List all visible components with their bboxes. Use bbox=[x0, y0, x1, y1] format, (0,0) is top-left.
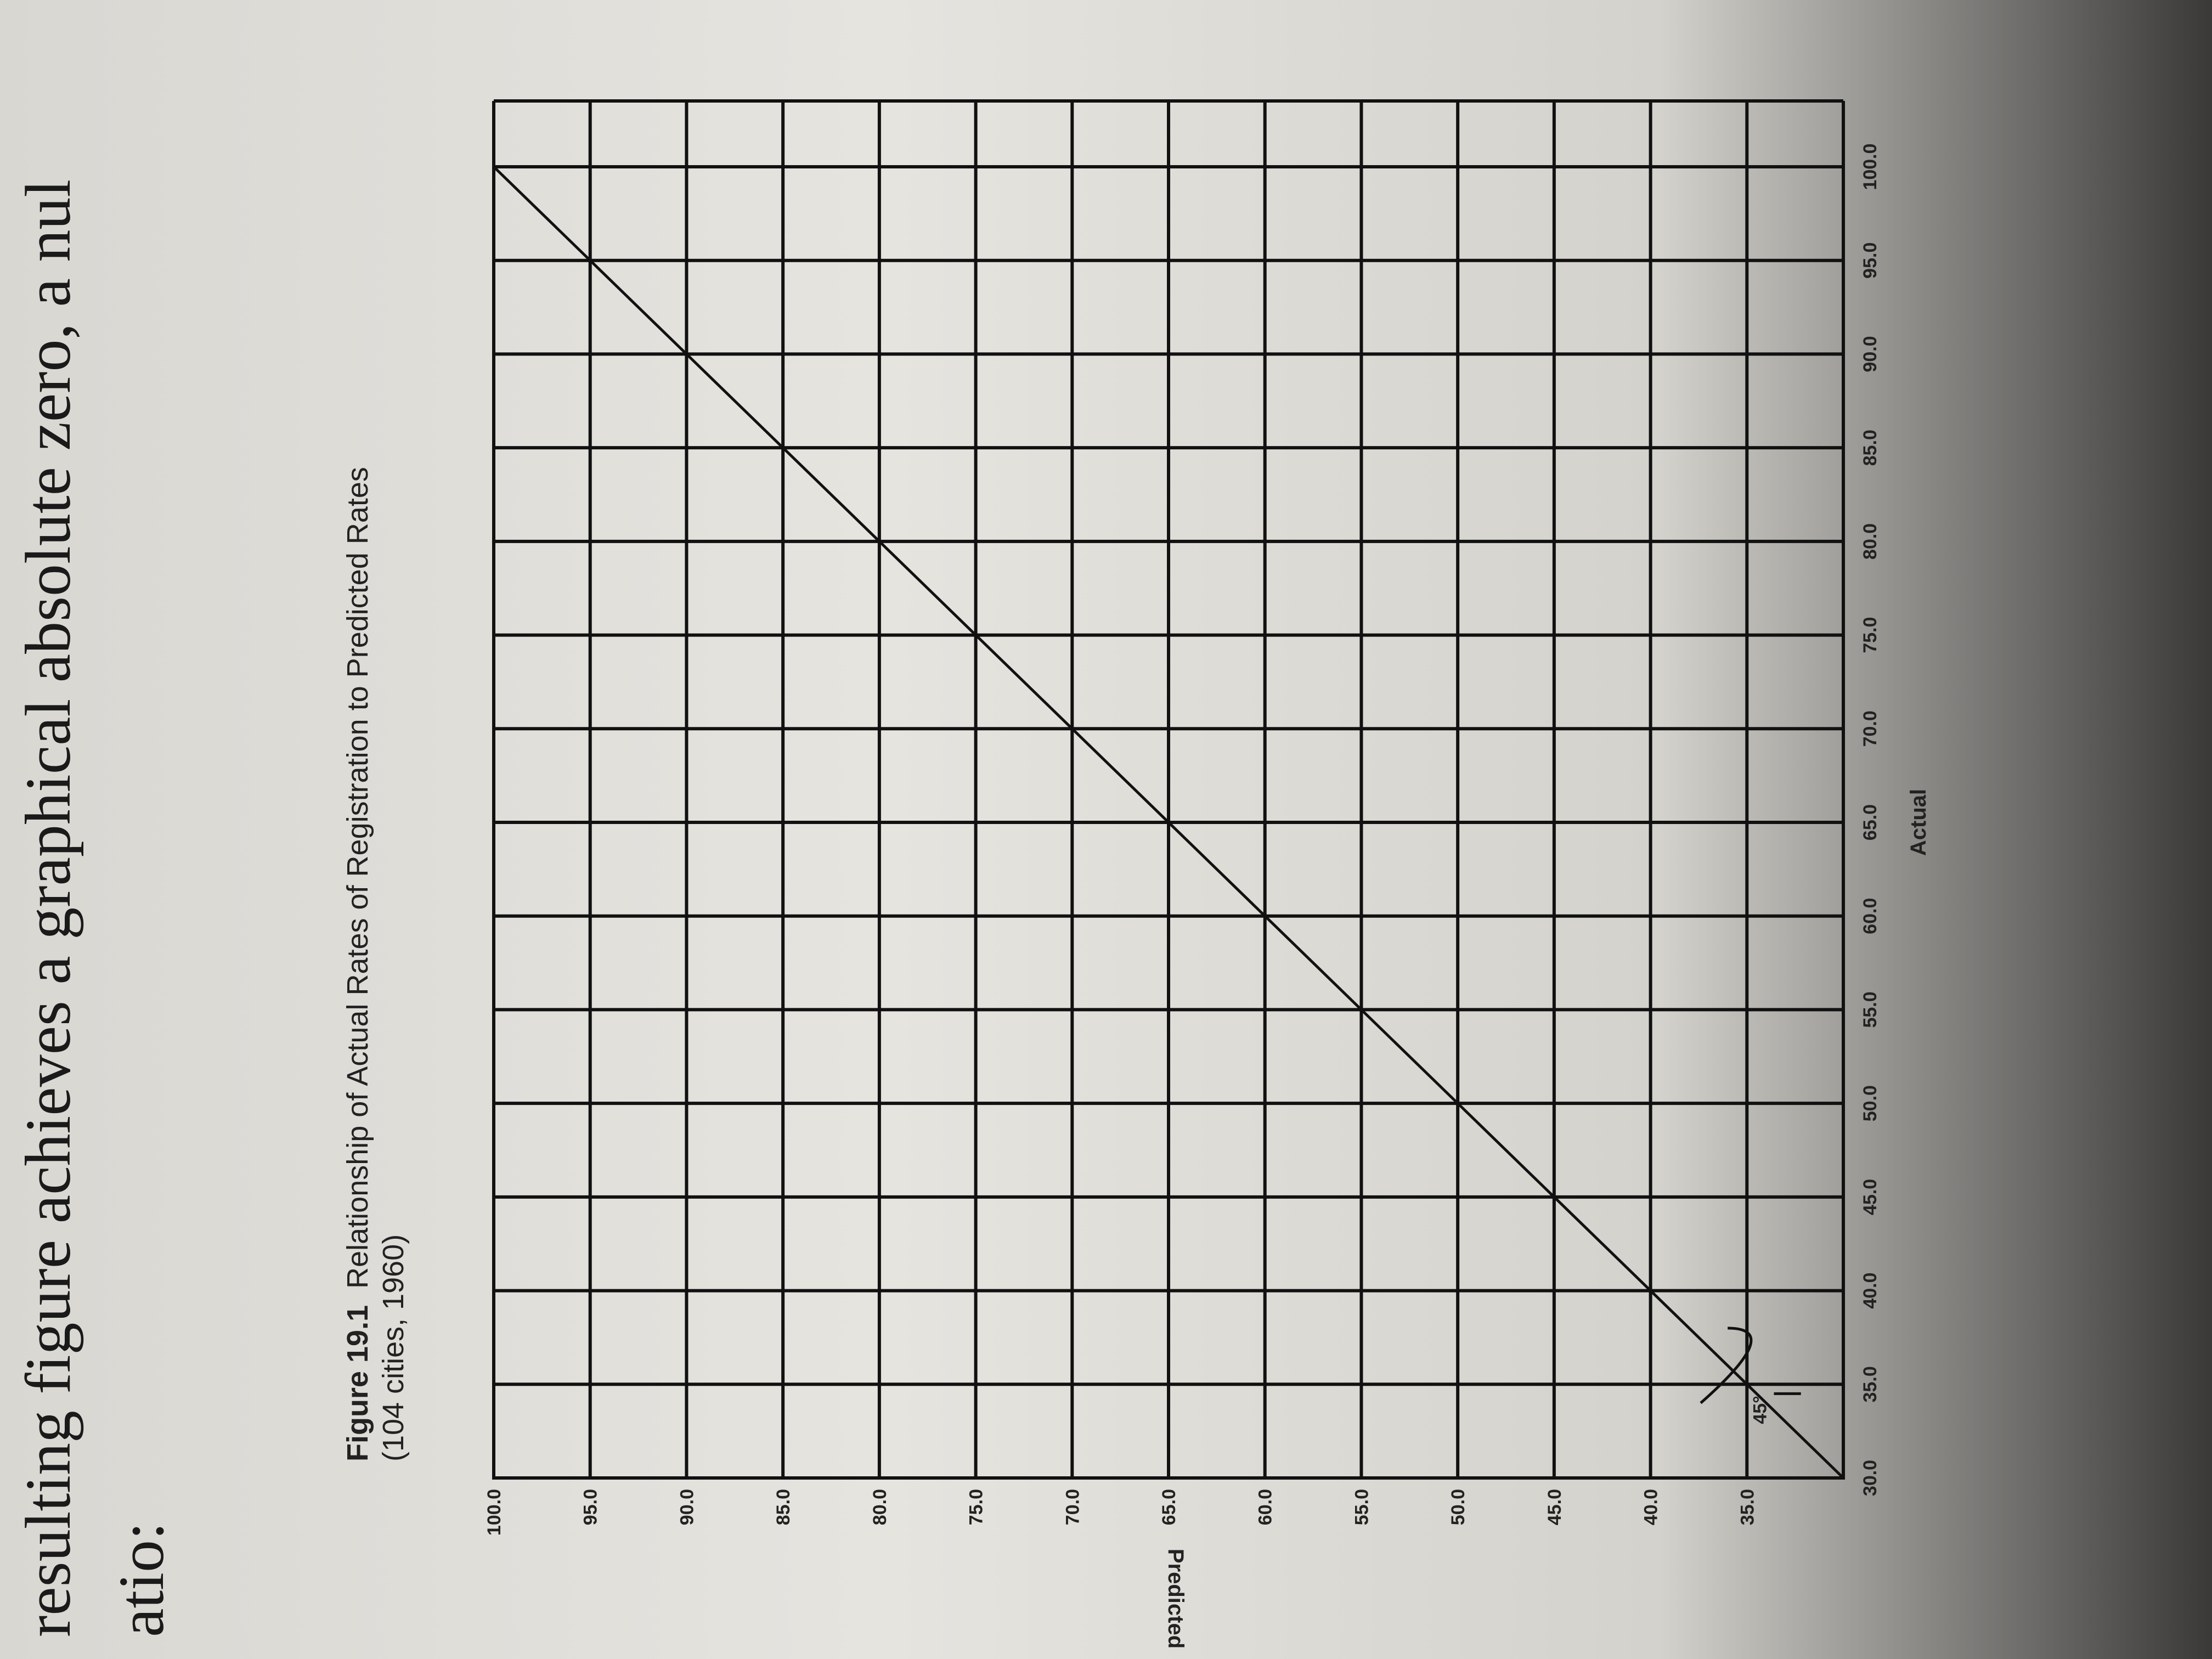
x-tick-label: 100.0 bbox=[1860, 143, 1881, 190]
x-tick-label: 85.0 bbox=[1860, 430, 1881, 466]
x-tick-label: 35.0 bbox=[1860, 1366, 1881, 1402]
x-tick-label: 75.0 bbox=[1860, 617, 1881, 653]
y-tick-label: 80.0 bbox=[870, 1489, 890, 1525]
x-tick-label: 30.0 bbox=[1860, 1460, 1881, 1496]
series-lines bbox=[493, 166, 1844, 1479]
x-axis-label: Actual bbox=[1906, 789, 1931, 856]
x-tick-label: 55.0 bbox=[1860, 991, 1881, 1028]
x-tick-label: 40.0 bbox=[1860, 1272, 1881, 1308]
grid-lines bbox=[492, 99, 1845, 1480]
y-tick-label: 40.0 bbox=[1641, 1489, 1662, 1525]
y-tick-label: 70.0 bbox=[1062, 1489, 1083, 1525]
y-tick-label: 50.0 bbox=[1448, 1489, 1469, 1525]
y-tick-label: 60.0 bbox=[1255, 1489, 1276, 1525]
x-tick-label: 70.0 bbox=[1860, 710, 1881, 747]
x-tick-label: 90.0 bbox=[1860, 336, 1881, 372]
y-tick-label: 65.0 bbox=[1159, 1489, 1180, 1525]
y-tick-label: 100.0 bbox=[484, 1489, 505, 1536]
y-axis-label: Predicted bbox=[1164, 1549, 1188, 1649]
tick-labels: 30.0 35.0 40.0 45.0 50.0 55.0 60.0 65.0 70.0 75.0… bbox=[484, 143, 1881, 1536]
x-tick-label: 60.0 bbox=[1860, 898, 1881, 934]
y-tick-label: 95.0 bbox=[580, 1489, 601, 1525]
x-tick-label: 45.0 bbox=[1860, 1179, 1881, 1215]
y-tick-label: 75.0 bbox=[966, 1489, 987, 1525]
angle-arc bbox=[1700, 1327, 1753, 1404]
annotation-layer: 45° bbox=[1700, 1327, 1801, 1424]
series-line bbox=[493, 166, 1844, 1479]
y-tick-label: 45.0 bbox=[1544, 1489, 1565, 1525]
y-tick-label: 85.0 bbox=[773, 1489, 794, 1525]
x-tick-label: 80.0 bbox=[1860, 523, 1881, 560]
x-tick-label: 50.0 bbox=[1860, 1085, 1881, 1121]
y-tick-label: 90.0 bbox=[676, 1489, 697, 1525]
x-tick-label: 65.0 bbox=[1860, 804, 1881, 840]
x-tick-label: 95.0 bbox=[1860, 242, 1881, 279]
y-tick-label: 55.0 bbox=[1351, 1489, 1372, 1525]
angle-annotation: 45° bbox=[1750, 1396, 1770, 1424]
y-tick-label: 35.0 bbox=[1737, 1489, 1758, 1525]
